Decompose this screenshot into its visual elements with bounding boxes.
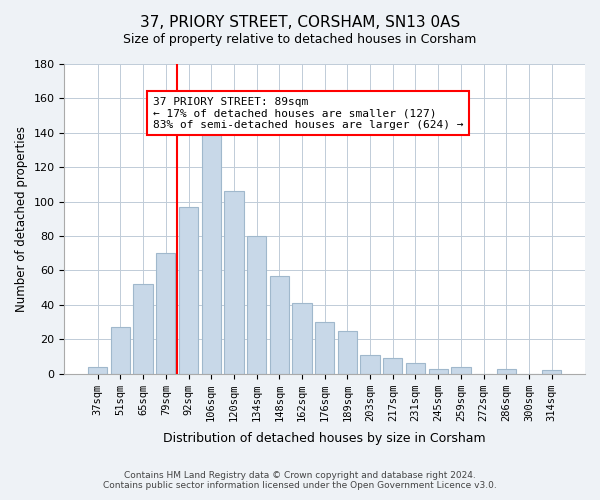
Bar xyxy=(224,192,244,374)
Bar xyxy=(133,284,153,374)
Bar xyxy=(542,370,562,374)
Bar xyxy=(88,367,107,374)
Bar xyxy=(156,253,175,374)
Text: 37 PRIORY STREET: 89sqm
← 17% of detached houses are smaller (127)
83% of semi-d: 37 PRIORY STREET: 89sqm ← 17% of detache… xyxy=(153,96,463,130)
Bar xyxy=(428,368,448,374)
Bar xyxy=(338,330,357,374)
Bar xyxy=(269,276,289,374)
Bar xyxy=(292,303,311,374)
Bar xyxy=(451,367,470,374)
Text: Contains HM Land Registry data © Crown copyright and database right 2024.
Contai: Contains HM Land Registry data © Crown c… xyxy=(103,470,497,490)
Bar xyxy=(383,358,403,374)
Text: 37, PRIORY STREET, CORSHAM, SN13 0AS: 37, PRIORY STREET, CORSHAM, SN13 0AS xyxy=(140,15,460,30)
Y-axis label: Number of detached properties: Number of detached properties xyxy=(15,126,28,312)
Text: Size of property relative to detached houses in Corsham: Size of property relative to detached ho… xyxy=(124,32,476,46)
Bar xyxy=(361,354,380,374)
Bar xyxy=(111,327,130,374)
Bar xyxy=(202,133,221,374)
Bar xyxy=(406,364,425,374)
Bar xyxy=(179,207,198,374)
Bar xyxy=(315,322,334,374)
Bar xyxy=(247,236,266,374)
X-axis label: Distribution of detached houses by size in Corsham: Distribution of detached houses by size … xyxy=(163,432,486,445)
Bar xyxy=(497,368,516,374)
